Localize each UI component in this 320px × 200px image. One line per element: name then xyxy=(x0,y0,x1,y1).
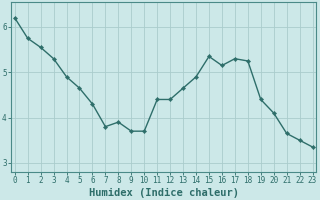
X-axis label: Humidex (Indice chaleur): Humidex (Indice chaleur) xyxy=(89,188,239,198)
